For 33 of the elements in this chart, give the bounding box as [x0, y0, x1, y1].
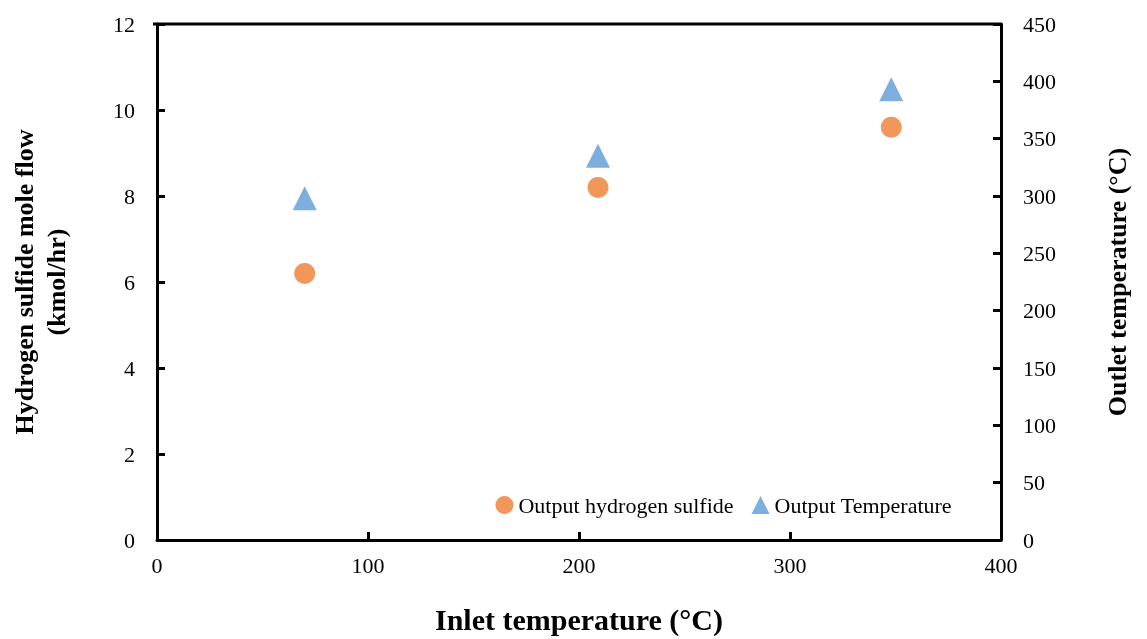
x-axis-title: Inlet temperature (°C) — [434, 602, 724, 637]
point — [880, 116, 902, 138]
y2-tick-label: 250 — [1023, 240, 1056, 266]
y-tick-label: 2 — [124, 441, 135, 467]
x-tick-label: 200 — [562, 552, 596, 578]
y2-axis-title: Outlet temperature (°C) — [1102, 147, 1132, 417]
legend-label: Output hydrogen sulfide — [518, 492, 734, 518]
y2-tick-label: 450 — [1023, 11, 1056, 37]
y-tick-label: 4 — [124, 355, 135, 381]
point — [294, 262, 316, 284]
legend-label: Output Temperature — [774, 492, 952, 518]
y-tick-label: 8 — [124, 183, 135, 209]
y2-tick-label: 200 — [1023, 298, 1056, 324]
y2-tick-label: 50 — [1023, 470, 1045, 496]
x-tick-label: 400 — [984, 552, 1018, 578]
y2-tick-label: 0 — [1023, 527, 1034, 553]
y-tick-label: 6 — [124, 269, 135, 295]
point — [587, 176, 609, 198]
y-tick-label: 10 — [113, 97, 135, 123]
y2-tick-label: 350 — [1023, 126, 1056, 152]
point — [585, 143, 610, 168]
y2-tick-label: 300 — [1023, 183, 1056, 209]
point — [292, 186, 317, 211]
y2-tick-label: 150 — [1023, 355, 1056, 381]
x-tick-label: 300 — [773, 552, 807, 578]
y2-tick-label: 400 — [1023, 68, 1056, 94]
x-tick-label: 0 — [151, 552, 163, 578]
y2-tick-label: 100 — [1023, 412, 1056, 438]
y-tick-label: 12 — [113, 11, 135, 37]
y-axis-title: Hydrogen sulfide mole flow (kmol/hr) — [9, 129, 71, 435]
y-tick-label: 0 — [124, 527, 135, 553]
x-tick-label: 100 — [351, 552, 385, 578]
point — [879, 77, 904, 102]
